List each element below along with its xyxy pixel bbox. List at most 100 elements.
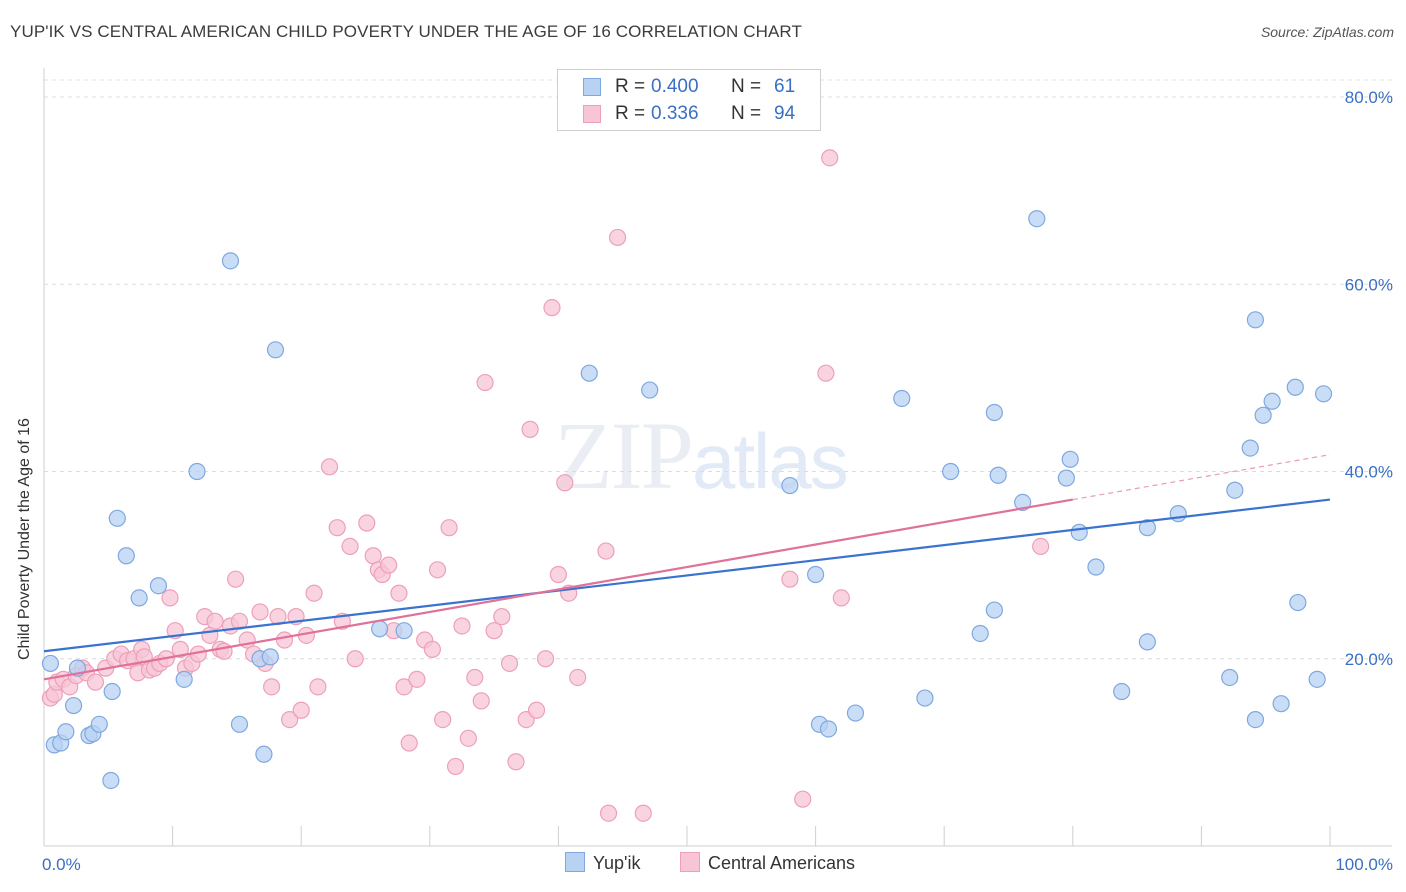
central-americans-trend-extension: [1072, 454, 1331, 501]
central-americans-point: [521, 420, 539, 438]
central-americans-trend-line: [43, 498, 1073, 681]
central-americans-point: [608, 228, 627, 247]
central-americans-point: [832, 589, 850, 607]
yupik-point: [221, 252, 240, 270]
central-americans-point: [215, 642, 233, 660]
yupik-point: [1113, 682, 1131, 701]
legend-swatch-central: [583, 105, 601, 123]
yupik-point: [1138, 519, 1156, 537]
yupik-point: [1272, 695, 1290, 713]
central-americans-point: [292, 701, 310, 719]
yupik-point: [103, 682, 121, 701]
bottom-legend-swatch-yupik: [565, 852, 585, 872]
central-americans-point: [543, 299, 561, 317]
yupik-point: [1061, 450, 1079, 468]
central-americans-point: [440, 519, 458, 537]
central-americans-point: [507, 753, 525, 771]
yupik-point: [942, 462, 960, 481]
yupik-point: [395, 622, 413, 640]
central-americans-point: [206, 612, 224, 630]
yupik-point: [64, 696, 83, 715]
central-americans-point: [428, 561, 447, 579]
legend-r-value: 0.336: [651, 103, 699, 124]
yupik-point: [985, 403, 1003, 422]
central-americans-point: [485, 622, 503, 640]
central-americans-point: [549, 565, 568, 584]
central-americans-point: [390, 584, 408, 602]
yupik-point: [41, 654, 60, 673]
yupik-point: [806, 565, 825, 584]
y-tick-label: 60.0%: [1345, 275, 1393, 294]
yupik-point: [1246, 711, 1265, 729]
central-americans-point: [380, 556, 398, 574]
yupik-point: [261, 648, 279, 666]
yupik-point: [102, 771, 120, 790]
yupik-point: [893, 389, 911, 408]
legend-n-label: N =: [731, 103, 762, 124]
central-americans-point: [527, 701, 546, 719]
yupik-point: [1286, 378, 1304, 396]
yupik-point: [1221, 668, 1239, 687]
central-americans-point: [346, 650, 364, 668]
central-americans-point: [821, 149, 839, 167]
central-americans-point: [569, 668, 587, 687]
bottom-legend-label-central: Central Americans: [708, 853, 856, 873]
yupik-point: [255, 745, 273, 763]
central-americans-point: [395, 678, 413, 696]
yupik-point: [117, 547, 135, 565]
central-americans-point: [500, 654, 519, 673]
central-americans-point: [328, 519, 346, 537]
central-americans-point: [320, 458, 339, 476]
yupik-point: [130, 589, 148, 607]
yupik-point: [188, 462, 206, 481]
central-americans-point: [358, 514, 376, 532]
yupik-point: [371, 620, 389, 638]
central-americans-point: [599, 804, 618, 822]
bottom-legend: Yup'ik Central Americans: [0, 852, 1406, 876]
central-americans-point: [556, 474, 574, 492]
central-americans-point: [305, 584, 323, 602]
yupik-point: [1087, 558, 1105, 576]
yupik-point: [1246, 311, 1265, 329]
central-americans-point: [408, 670, 426, 688]
yupik-point: [641, 381, 659, 399]
legend-n-value: 94: [774, 103, 796, 124]
central-americans-point: [251, 603, 269, 621]
legend-r-value: 0.400: [651, 76, 699, 97]
central-americans-point: [263, 678, 281, 696]
y-tick-label: 20.0%: [1345, 650, 1393, 669]
central-americans-point: [171, 640, 189, 658]
central-americans-point: [86, 673, 105, 691]
x-tick-label: 0.0%: [42, 855, 81, 874]
central-americans-point: [227, 570, 245, 588]
yupik-point: [1226, 481, 1244, 499]
source-label: Source: ZipAtlas.com: [1260, 24, 1394, 40]
legend-n-label: N =: [731, 76, 762, 97]
y-axis-label: Child Poverty Under the Age of 16: [16, 418, 33, 660]
yupik-point: [1028, 210, 1046, 228]
central-americans-point: [400, 734, 418, 752]
legend-r-label: R =: [615, 76, 646, 97]
x-tick-label: 100.0%: [1335, 855, 1393, 874]
central-americans-point: [781, 570, 799, 588]
watermark: ZIPatlas: [554, 400, 849, 511]
yupik-point: [230, 715, 249, 733]
central-americans-point: [446, 757, 465, 776]
yupik-point: [90, 715, 108, 733]
central-americans-point: [597, 542, 615, 560]
watermark-zip: ZIP: [554, 402, 694, 509]
yupik-point: [819, 720, 838, 738]
yupik-point: [989, 466, 1007, 484]
bottom-legend-label-yupik: Yup'ik: [593, 853, 641, 873]
legend-n-value: 61: [774, 76, 796, 97]
central-americans-point: [536, 650, 555, 668]
central-americans-point: [466, 668, 484, 687]
yupik-point: [916, 689, 934, 707]
yupik-point: [108, 509, 126, 527]
yupik-point: [175, 670, 193, 688]
legend-swatch-yupik: [583, 78, 601, 96]
yupik-point: [1014, 493, 1032, 511]
central-americans-point: [493, 608, 511, 626]
chart-title: YUP'IK VS CENTRAL AMERICAN CHILD POVERTY…: [10, 22, 802, 41]
yupik-point: [985, 601, 1003, 619]
